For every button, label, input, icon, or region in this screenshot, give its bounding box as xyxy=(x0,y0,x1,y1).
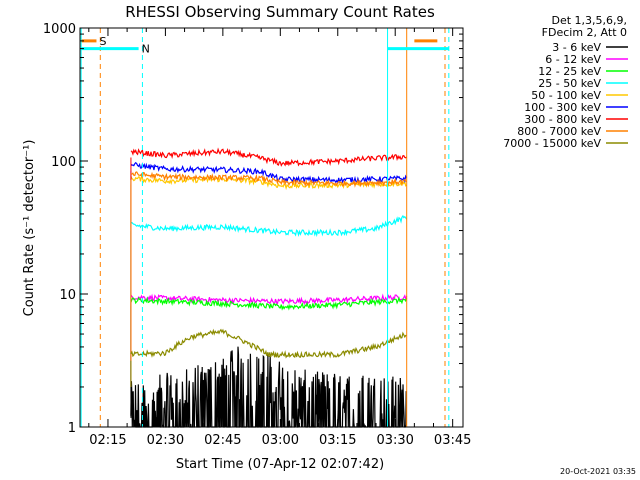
series-line xyxy=(130,214,408,238)
flag-layer: SN xyxy=(80,28,450,427)
flag-label: N xyxy=(142,43,150,56)
x-tick-label: 02:30 xyxy=(147,433,184,448)
legend-entry-label: 25 - 50 keV xyxy=(538,77,601,90)
plot-frame xyxy=(79,27,464,428)
series-line xyxy=(130,171,408,188)
y-tick-label: 10 xyxy=(59,288,76,303)
y-axis-label: Count Rate (s⁻¹ detector⁻¹) xyxy=(22,140,37,317)
x-tick-label: 03:15 xyxy=(319,433,356,448)
series-line xyxy=(130,161,408,185)
flag-label: S xyxy=(99,35,106,48)
series-line xyxy=(130,328,407,359)
series-line xyxy=(130,293,408,306)
tick-layer: 02:15 02:30 02:45 03:00 03:15 03:30 03:45 1 10 10… xyxy=(43,22,471,448)
footer-timestamp: 20-Oct-2021 03:35 xyxy=(560,467,636,476)
series-7 xyxy=(130,171,408,387)
x-tick-label: 02:15 xyxy=(89,433,126,448)
x-tick-label: 03:30 xyxy=(376,433,413,448)
x-axis-label: Start Time (07-Apr-12 02:07:42) xyxy=(176,457,384,472)
series-8 xyxy=(130,328,407,387)
legend-entry-label: 100 - 300 keV xyxy=(524,101,601,114)
legend-entry-label: 300 - 800 keV xyxy=(524,113,601,126)
y-tick-label: 1000 xyxy=(43,22,76,37)
legend-header-line: FDecim 2, Att 0 xyxy=(542,26,627,39)
legend-entry-label: 7000 - 15000 keV xyxy=(503,137,601,150)
chart-title: RHESSI Observing Summary Count Rates xyxy=(125,3,435,21)
series-line xyxy=(130,147,408,167)
series-layer xyxy=(130,147,408,428)
x-tick-label: 02:45 xyxy=(204,433,241,448)
legend-entry-label: 6 - 12 keV xyxy=(545,53,601,66)
y-tick-label: 1 xyxy=(68,421,76,436)
legend-entry-label: 50 - 100 keV xyxy=(531,89,601,102)
flag-S: S xyxy=(81,28,446,427)
legend-header-line: Det 1,3,5,6,9, xyxy=(551,14,627,27)
legend: Det 1,3,5,6,9,FDecim 2, Att 0 3 - 6 keV6 … xyxy=(503,14,628,150)
legend-entry-label: 12 - 25 keV xyxy=(538,65,601,78)
x-tick-label: 03:00 xyxy=(262,433,299,448)
flag-N: N xyxy=(80,28,450,427)
series-line xyxy=(130,296,408,311)
legend-entry-label: 3 - 6 keV xyxy=(552,41,601,54)
x-tick-label: 03:45 xyxy=(434,433,471,448)
legend-entry-label: 800 - 7000 keV xyxy=(517,125,601,138)
y-tick-label: 100 xyxy=(51,155,76,170)
